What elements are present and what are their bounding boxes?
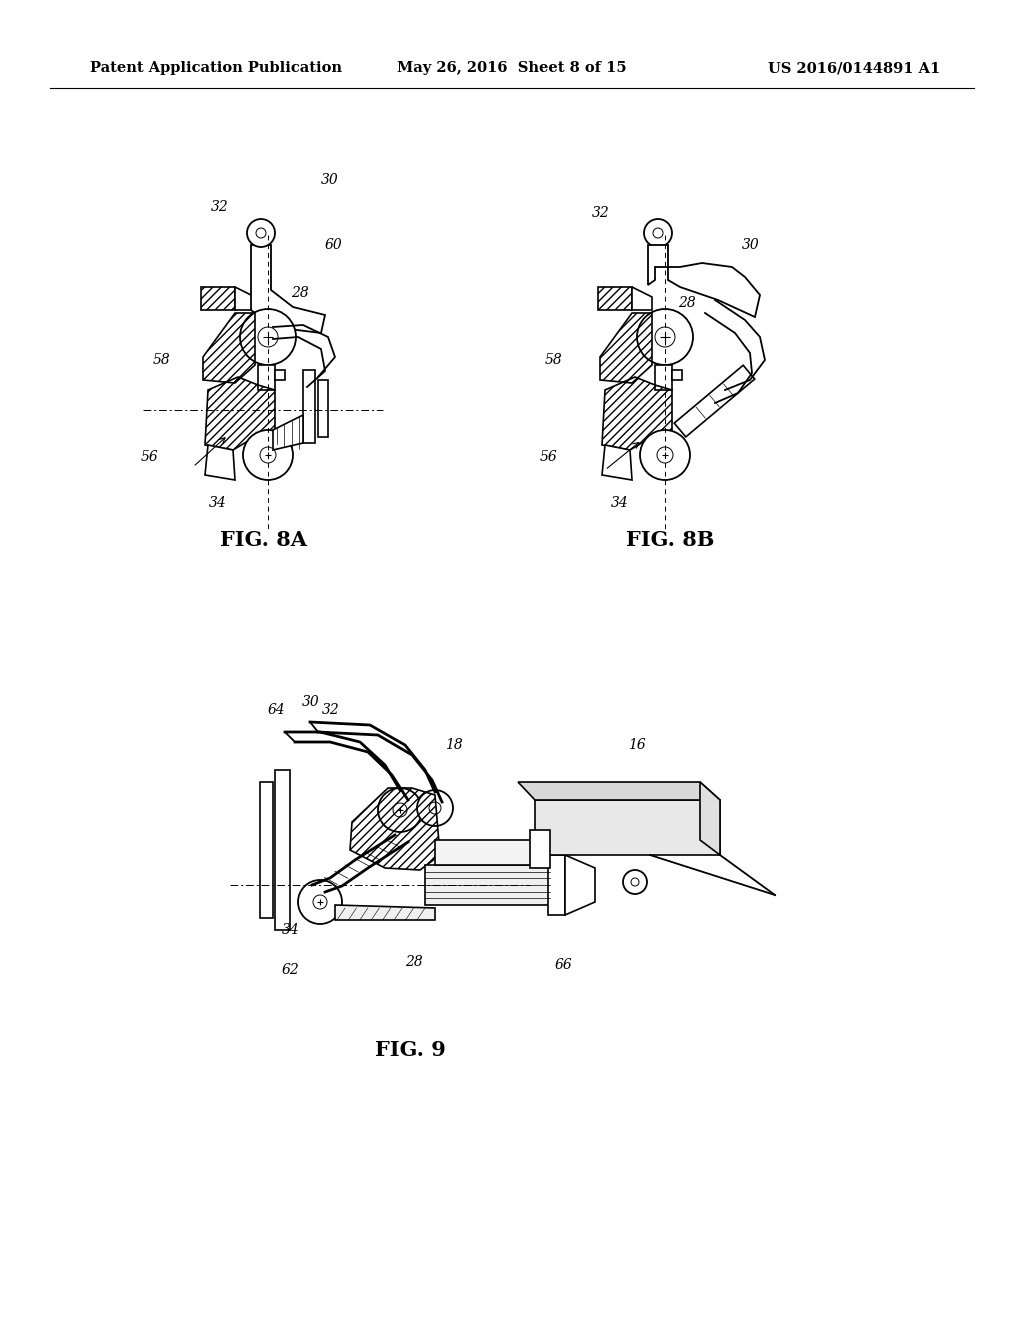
Polygon shape [205, 445, 234, 480]
Text: 30: 30 [302, 696, 319, 709]
Text: 32: 32 [322, 704, 340, 717]
Circle shape [313, 895, 327, 909]
Circle shape [631, 878, 639, 886]
Circle shape [247, 219, 275, 247]
Polygon shape [672, 370, 682, 380]
Text: 16: 16 [628, 738, 646, 752]
Text: FIG. 9: FIG. 9 [375, 1040, 445, 1060]
Text: FIG. 8B: FIG. 8B [626, 531, 714, 550]
Polygon shape [318, 380, 328, 437]
Circle shape [429, 803, 441, 814]
Polygon shape [251, 246, 325, 333]
Circle shape [644, 219, 672, 247]
Text: 28: 28 [291, 286, 309, 300]
Text: 30: 30 [742, 238, 760, 252]
Text: US 2016/0144891 A1: US 2016/0144891 A1 [768, 61, 940, 75]
Circle shape [378, 788, 422, 832]
Polygon shape [275, 770, 290, 931]
Polygon shape [530, 830, 550, 869]
Polygon shape [273, 414, 303, 450]
Text: 28: 28 [678, 296, 695, 310]
Text: FIG. 8A: FIG. 8A [219, 531, 306, 550]
Text: 34: 34 [209, 496, 227, 510]
Circle shape [256, 228, 266, 238]
Polygon shape [535, 800, 720, 855]
Text: 60: 60 [325, 238, 343, 252]
Polygon shape [335, 906, 435, 920]
Polygon shape [548, 855, 565, 915]
Text: May 26, 2016  Sheet 8 of 15: May 26, 2016 Sheet 8 of 15 [397, 61, 627, 75]
Text: 34: 34 [611, 496, 629, 510]
Polygon shape [275, 370, 285, 380]
Circle shape [298, 880, 342, 924]
Text: 56: 56 [141, 450, 159, 465]
Polygon shape [425, 865, 550, 906]
Circle shape [243, 430, 293, 480]
Polygon shape [602, 445, 632, 480]
Circle shape [637, 309, 693, 366]
Circle shape [653, 228, 663, 238]
Text: 56: 56 [540, 450, 558, 465]
Circle shape [623, 870, 647, 894]
Polygon shape [648, 246, 760, 317]
Polygon shape [565, 855, 595, 915]
Text: 32: 32 [592, 206, 609, 220]
Text: 30: 30 [321, 173, 339, 187]
Text: 34: 34 [282, 923, 300, 937]
Text: 62: 62 [282, 964, 300, 977]
Text: 58: 58 [545, 352, 563, 367]
Polygon shape [435, 840, 535, 865]
Text: 28: 28 [406, 954, 423, 969]
Circle shape [393, 803, 407, 817]
Text: 32: 32 [211, 201, 228, 214]
Circle shape [657, 447, 673, 463]
Text: 64: 64 [268, 704, 286, 717]
Circle shape [640, 430, 690, 480]
Text: 66: 66 [555, 958, 572, 972]
Polygon shape [303, 370, 315, 444]
Circle shape [417, 789, 453, 826]
Polygon shape [655, 366, 672, 389]
Polygon shape [674, 366, 755, 437]
Text: 18: 18 [445, 738, 463, 752]
Circle shape [260, 447, 276, 463]
Circle shape [258, 327, 278, 347]
Circle shape [655, 327, 675, 347]
Polygon shape [632, 286, 652, 310]
Polygon shape [234, 286, 255, 310]
Polygon shape [518, 781, 720, 800]
Text: Patent Application Publication: Patent Application Publication [90, 61, 342, 75]
Polygon shape [260, 781, 273, 917]
Polygon shape [258, 366, 275, 389]
Circle shape [240, 309, 296, 366]
Polygon shape [700, 781, 720, 855]
Text: 58: 58 [153, 352, 171, 367]
